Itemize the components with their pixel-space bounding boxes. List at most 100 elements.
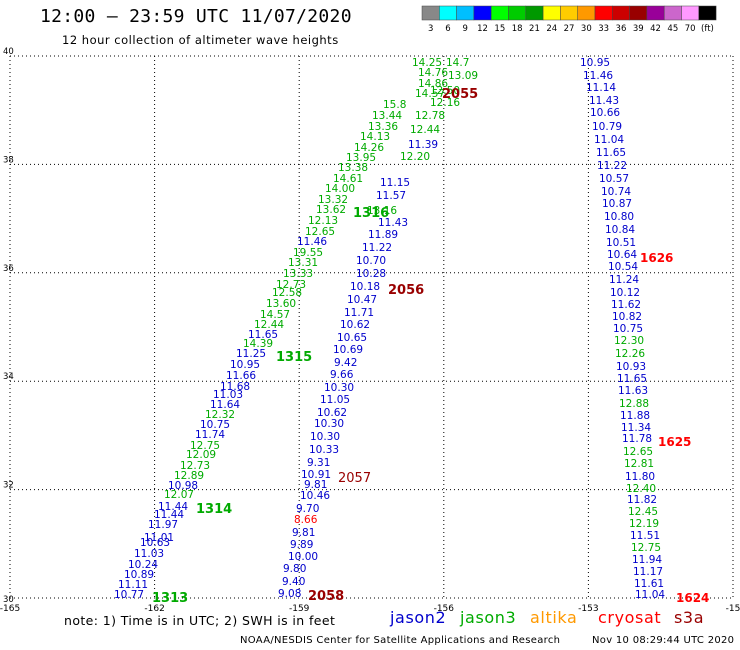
colorbar-label: 9	[463, 24, 468, 34]
colorbar-swatch	[421, 5, 440, 21]
wave-height-label: 12.44	[254, 319, 284, 331]
y-tick-label: 30	[3, 595, 14, 605]
wave-height-label: 10.30	[324, 382, 354, 394]
wave-height-label: 9.80	[283, 563, 306, 575]
pass-time-label: 2056	[388, 283, 424, 298]
pass-time-label: 1624	[676, 591, 709, 605]
wave-height-label: 14.61	[333, 173, 363, 185]
pass-time-label: 1313	[152, 591, 188, 606]
wave-height-label: 11.65	[596, 147, 626, 159]
wave-height-label: 13.31	[288, 257, 318, 269]
wave-height-label: 11.71	[344, 307, 374, 319]
wave-height-label: 9.40	[282, 576, 305, 588]
wave-height-label: 11.97	[148, 519, 178, 531]
wave-height-label: 9.89	[290, 539, 313, 551]
wave-height-label: 10.57	[599, 173, 629, 185]
wave-height-label: 11.03	[134, 548, 164, 560]
colorbar-label: 6	[445, 24, 450, 34]
wave-height-label: 11.24	[609, 274, 639, 286]
chart-title: 12:00 – 23:59 UTC 11/07/2020	[40, 6, 352, 27]
wave-height-label: 13.33	[283, 268, 313, 280]
wave-height-label: 12.07	[164, 489, 194, 501]
wave-height-label: 10.28	[356, 268, 386, 280]
wave-height-label: 12.44	[410, 124, 440, 136]
credit-line: NOAA/NESDIS Center for Satellite Applica…	[240, 635, 561, 646]
wave-height-label: 11.17	[633, 566, 663, 578]
wave-height-label: 12.73	[276, 279, 306, 291]
wave-height-label: 10.65	[337, 332, 367, 344]
wave-height-label: 14.39	[243, 338, 273, 350]
wave-height-label: 11.74	[195, 429, 225, 441]
wave-height-label: 10.64	[607, 249, 637, 261]
colorbar-label: 27	[564, 24, 575, 34]
wave-height-label: 10.75	[200, 419, 230, 431]
wave-height-label: 15.8	[383, 99, 406, 111]
pass-time-label: 2055	[442, 87, 478, 102]
wave-height-label: 11.11	[118, 579, 148, 591]
wave-height-label: 12.58	[272, 287, 302, 299]
pass-time-label: 1316	[353, 206, 389, 221]
wave-height-label: 11.44	[158, 501, 188, 513]
wave-height-label: 13.60	[266, 298, 296, 310]
wave-height-label: 11.46	[297, 236, 327, 248]
colorbar-label: 45	[667, 24, 678, 34]
wave-height-label: 13.38	[338, 162, 368, 174]
wave-height-label: 10.79	[592, 121, 622, 133]
wave-height-label: 13.16	[367, 205, 397, 217]
wave-height-label: 13.95	[346, 152, 376, 164]
colorbar-label: 15	[494, 24, 505, 34]
wave-height-label: 13.36	[368, 121, 398, 133]
wave-height-label: 10.62	[317, 407, 347, 419]
wave-height-label: 11.43	[378, 217, 408, 229]
wave-height-label: 12.30	[614, 335, 644, 347]
wave-height-label: 14.25	[412, 57, 442, 69]
wave-height-label: 13.32	[318, 194, 348, 206]
colorbar-label: 33	[598, 24, 609, 34]
wave-height-label: 10.91	[301, 469, 331, 481]
y-tick-label: 32	[3, 481, 14, 491]
wave-height-label: 14.00	[325, 183, 355, 195]
x-tick-label: -165	[0, 604, 20, 614]
wave-height-label: 11.80	[625, 471, 655, 483]
wave-height-label: 10.62	[340, 319, 370, 331]
wave-height-label: 10.98	[168, 480, 198, 492]
wave-height-label: 11.66	[226, 370, 256, 382]
wave-height-label: 11.34	[621, 422, 651, 434]
colorbar-swatch	[560, 5, 578, 21]
wave-height-label: 10.69	[333, 344, 363, 356]
wave-height-label: 12.75	[190, 440, 220, 452]
x-tick-label: -156	[434, 604, 455, 614]
colorbar-swatch	[663, 5, 682, 21]
wave-height-label: 12.09	[186, 449, 216, 461]
legend-jason3: jason3	[460, 608, 517, 627]
wave-height-label: 11.04	[594, 134, 624, 146]
wave-height-label: 10.95	[580, 57, 610, 69]
wave-height-label: 10.93	[616, 361, 646, 373]
wave-height-label: 12.32	[205, 409, 235, 421]
wave-height-label: 11.04	[635, 589, 665, 601]
colorbar-swatch	[542, 5, 561, 21]
colorbar-swatch	[594, 5, 613, 21]
wave-height-label: 10.30	[310, 431, 340, 443]
wave-height-label: 11.22	[362, 242, 392, 254]
wave-height-label: 11.61	[634, 578, 664, 590]
wave-height-label: 14.57	[415, 88, 445, 100]
wave-height-label: 10.89	[124, 569, 154, 581]
wave-height-label: 12.65	[305, 226, 335, 238]
chart-subtitle: 12 hour collection of altimeter wave hei…	[62, 33, 339, 47]
wave-height-label: 11.51	[630, 530, 660, 542]
colorbar-swatch	[698, 5, 717, 21]
pass-time-label: 1315	[276, 350, 312, 365]
legend-cryosat: cryosat	[598, 608, 662, 627]
credit-timestamp: Nov 10 08:29:44 UTC 2020	[592, 635, 735, 646]
footer-note: note: 1) Time is in UTC; 2) SWH is in fe…	[64, 613, 336, 628]
wave-height-label: 11.65	[248, 329, 278, 341]
wave-height-label: 10.75	[613, 323, 643, 335]
wave-height-label: 12.13	[308, 215, 338, 227]
wave-height-label: 10.74	[601, 186, 631, 198]
colorbar-label: 39	[633, 24, 644, 34]
wave-height-label: 9.66	[330, 369, 354, 381]
wave-height-label: 11.64	[210, 399, 240, 411]
wave-height-label: 14.26	[354, 142, 384, 154]
y-tick-label: 34	[3, 372, 14, 382]
